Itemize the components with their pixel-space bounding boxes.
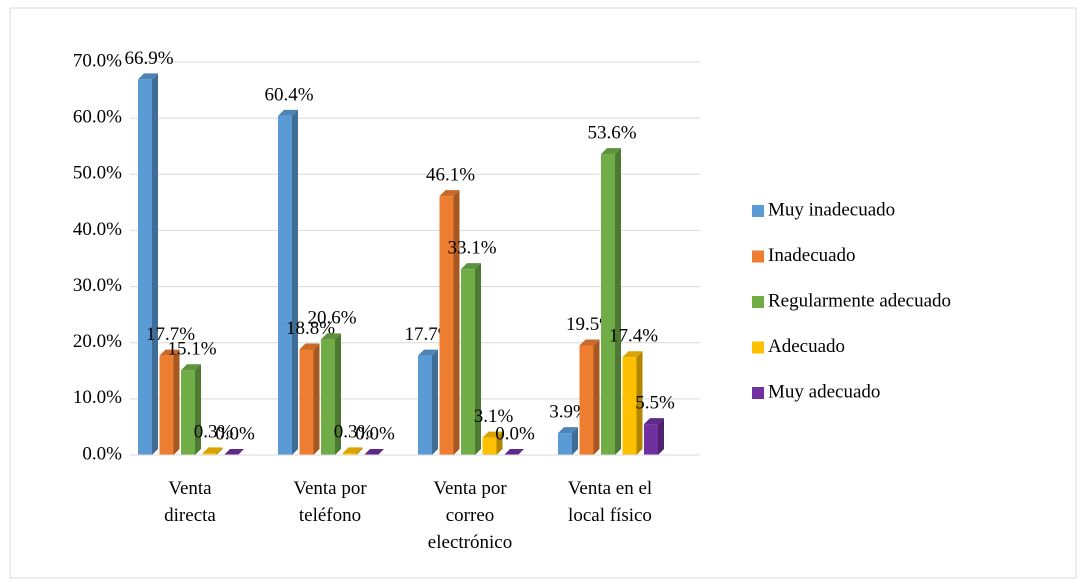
bar-side <box>173 349 180 455</box>
data-label: 17.7% <box>146 324 195 345</box>
bar <box>439 196 454 455</box>
y-tick-label: 20.0% <box>73 331 122 352</box>
data-label: 0.0% <box>495 423 535 444</box>
legend-swatch <box>752 341 764 354</box>
legend-label: Regularmente adecuado <box>768 290 951 311</box>
bar <box>342 453 357 455</box>
bar-side <box>636 351 643 455</box>
y-tick-label: 60.0% <box>73 107 122 128</box>
bar <box>418 355 432 455</box>
bar-top <box>644 418 664 425</box>
bar-top <box>159 349 180 356</box>
y-tick-label: 0.0% <box>82 443 122 464</box>
bar <box>181 370 195 455</box>
bar-side <box>658 418 664 455</box>
bar-top <box>321 333 341 340</box>
bar <box>159 355 174 455</box>
bar-top <box>418 349 438 356</box>
x-tick-label: Venta por teléfono <box>293 478 367 526</box>
bar-top <box>558 427 578 434</box>
bar <box>622 357 637 455</box>
bar-side <box>335 333 341 455</box>
bar <box>202 453 217 455</box>
bar-top <box>181 364 201 371</box>
bar-side <box>292 109 298 455</box>
data-label: 66.9% <box>124 48 173 69</box>
bar-top <box>364 449 384 455</box>
data-label: 53.6% <box>587 122 636 143</box>
bar <box>558 433 572 455</box>
legend-label: Inadecuado <box>768 245 856 266</box>
bar-top <box>622 351 643 358</box>
chart-border <box>9 7 1077 579</box>
x-tick-label: Venta directa <box>164 478 216 526</box>
bar <box>482 437 497 455</box>
bar-side <box>572 427 578 455</box>
bar-side <box>475 263 481 455</box>
bar-top <box>601 148 621 155</box>
data-label: 5.5% <box>635 392 675 413</box>
bar <box>461 269 475 455</box>
bar-top <box>342 447 363 454</box>
bar-top <box>439 190 460 197</box>
bar <box>299 349 314 455</box>
data-label: 0.3% <box>194 422 234 443</box>
bar <box>601 154 615 455</box>
bar <box>138 79 152 455</box>
bar-side <box>593 339 600 455</box>
legend-label: Adecuado <box>768 336 845 357</box>
x-tick-label: Venta en el local físico <box>568 478 652 526</box>
bar-top <box>299 343 320 350</box>
legend-swatch <box>752 250 764 263</box>
data-label: 60.4% <box>264 84 313 105</box>
data-label: 0.0% <box>215 423 255 444</box>
legend-label: Muy inadecuado <box>768 199 895 220</box>
legend-swatch <box>752 296 764 308</box>
bar-top <box>461 263 481 270</box>
y-tick-label: 50.0% <box>73 163 122 184</box>
data-label: 33.1% <box>447 238 496 259</box>
bar-top <box>504 449 524 455</box>
bar-side <box>453 190 460 455</box>
bar-side <box>152 73 158 455</box>
data-label: 0.3% <box>334 422 374 443</box>
data-label: 18.8% <box>286 318 335 339</box>
bar-top <box>138 73 158 80</box>
data-label: 15.1% <box>167 339 216 360</box>
bar-side <box>356 447 363 455</box>
bar-side <box>313 343 320 455</box>
y-tick-label: 70.0% <box>73 50 122 71</box>
y-tick-label: 10.0% <box>73 387 122 408</box>
bar <box>321 339 335 455</box>
data-label: 46.1% <box>426 165 475 186</box>
data-label: 20.6% <box>307 308 356 329</box>
bar-side <box>216 447 223 455</box>
bar-top <box>482 431 503 438</box>
bar-top <box>224 449 244 455</box>
bar <box>579 345 594 455</box>
data-label: 0.0% <box>355 423 395 444</box>
bar-side <box>432 349 438 455</box>
y-tick-label: 30.0% <box>73 275 122 296</box>
bar <box>278 115 292 455</box>
bar-top <box>278 109 298 116</box>
bar-side <box>496 431 503 455</box>
legend-swatch <box>752 205 764 217</box>
data-label: 3.9% <box>549 401 589 422</box>
bar <box>644 424 658 455</box>
data-label: 3.1% <box>474 406 514 427</box>
bar-top <box>579 339 600 346</box>
legend-label: Muy adecuado <box>768 381 880 402</box>
bar-top <box>202 447 223 454</box>
bar-side <box>615 148 621 455</box>
y-tick-label: 40.0% <box>73 219 122 240</box>
x-tick-label: Venta por correo electrónico <box>428 478 512 553</box>
data-label: 17.4% <box>609 326 658 347</box>
legend-swatch <box>752 387 764 399</box>
bar-side <box>195 364 201 455</box>
